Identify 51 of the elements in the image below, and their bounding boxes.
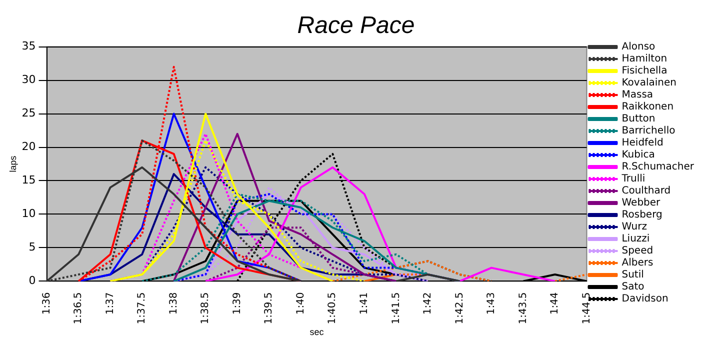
legend-label: Speed	[622, 246, 654, 257]
x-axis-title: sec	[310, 327, 324, 338]
legend-label: Wurz	[622, 222, 647, 233]
legend-label: Kubica	[622, 150, 655, 161]
y-tick-label: 20	[22, 140, 36, 154]
legend-label: Alonso	[622, 42, 656, 53]
y-tick-label: 25	[22, 106, 36, 120]
legend-label: Button	[622, 114, 656, 125]
legend-label: Webber	[622, 198, 662, 209]
y-tick-label: 35	[22, 40, 36, 53]
x-tick-label: 1:44	[550, 292, 561, 315]
y-tick-label: 10	[22, 207, 36, 220]
x-tick-label: 1:39.5	[264, 292, 275, 324]
x-tick-label: 1:36	[41, 292, 52, 315]
legend-label: Coulthard	[622, 186, 671, 197]
legend-label: Kovalainen	[622, 78, 676, 89]
legend-label: Raikkonen	[622, 102, 674, 113]
x-tick-label: 1:42	[422, 292, 434, 315]
x-tick-label: 1:39	[232, 292, 243, 315]
legend-label: R.Schumacher	[622, 162, 695, 173]
x-tick-label: 1:40.5	[327, 292, 338, 324]
legend-label: Sato	[622, 282, 644, 293]
x-tick-label: 1:38.5	[200, 292, 212, 324]
y-tick-label: 0	[28, 274, 36, 288]
legend-label: Barrichello	[622, 126, 676, 137]
legend-label: Davidson	[622, 294, 668, 305]
x-tick-label: 1:38	[168, 292, 180, 315]
x-tick-label: 1:41	[359, 292, 370, 315]
legend-label: Liuzzi	[622, 234, 650, 245]
legend-label: Trulli	[620, 174, 646, 185]
y-tick-label: 15	[22, 174, 36, 187]
legend-label: Albers	[622, 258, 654, 269]
chart-title: Race Pace	[297, 12, 415, 40]
x-tick-label: 1:40	[295, 292, 306, 315]
legend-label: Fisichella	[622, 66, 668, 77]
legend-label: Rosberg	[622, 210, 662, 221]
y-axis-title: laps	[8, 155, 18, 172]
legend-label: Sutil	[622, 270, 644, 281]
x-tick-label: 1:43.5	[518, 292, 529, 324]
legend-label: Heidfeld	[622, 138, 664, 149]
x-tick-label: 1:37	[104, 292, 116, 315]
y-tick-label: 5	[28, 240, 36, 254]
x-tick-label: 1:41.5	[390, 292, 402, 324]
x-tick-label: 1:42.5	[454, 292, 466, 324]
legend-label: Massa	[622, 90, 654, 101]
x-tick-label: 1:37.5	[136, 292, 148, 324]
y-tick-label: 30	[22, 73, 36, 86]
legend-label: Hamilton	[622, 54, 668, 65]
x-tick-label: 1:36.5	[73, 292, 84, 324]
x-tick-label: 1:44.5	[581, 292, 592, 324]
x-tick-label: 1:43	[486, 292, 498, 315]
